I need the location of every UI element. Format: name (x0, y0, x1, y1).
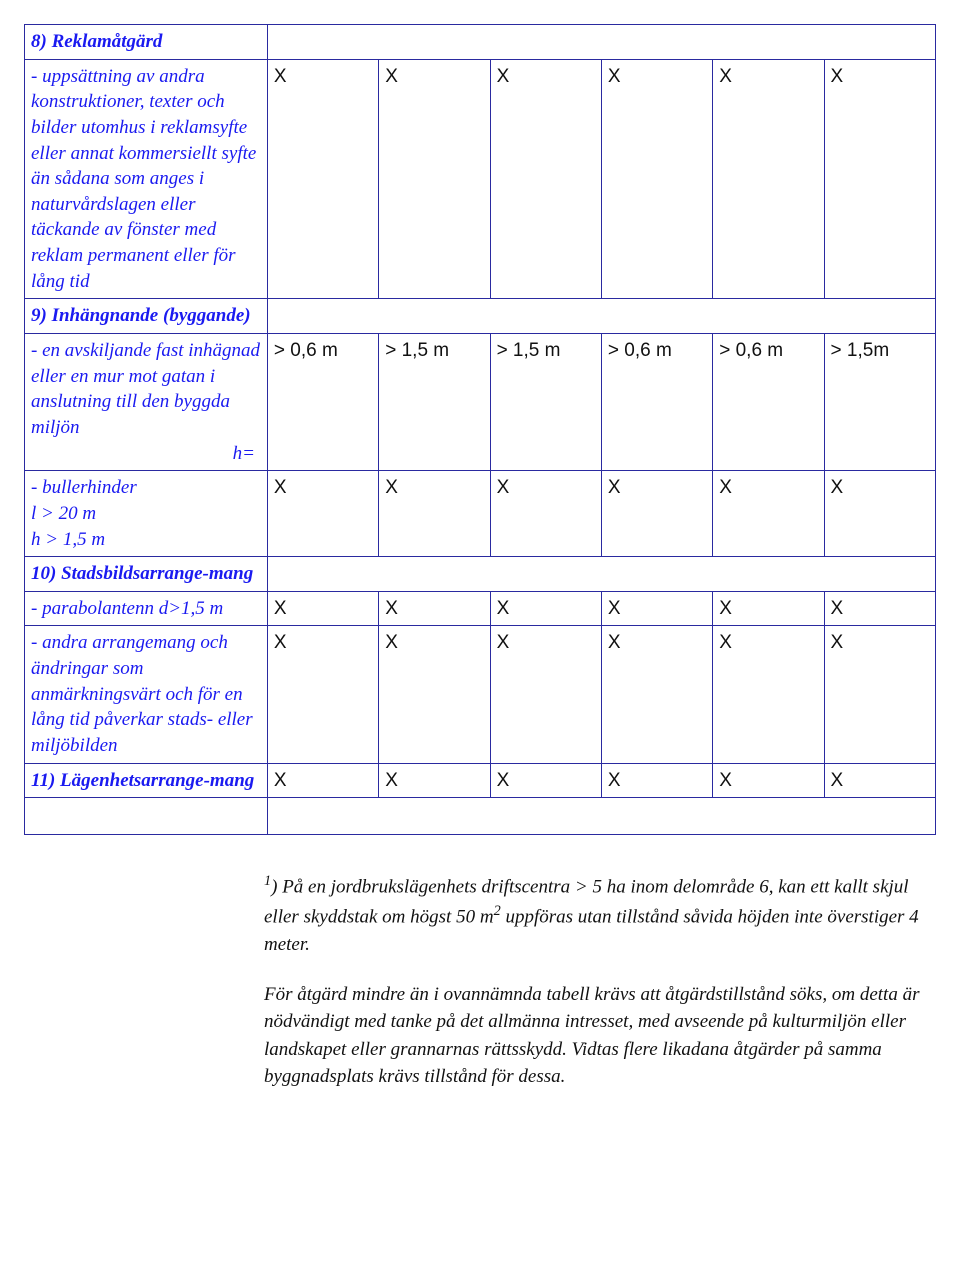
cell-value: > 0,6 m (267, 334, 378, 471)
cell-value: X (601, 763, 712, 798)
table-row: 11) Lägenhetsarrange-mang X X X X X X (25, 763, 936, 798)
cell-value: X (490, 626, 601, 763)
cell-value: X (824, 591, 935, 626)
cell-value: X (490, 591, 601, 626)
cell-value: X (490, 471, 601, 557)
footnote-sup: 2 (494, 903, 501, 919)
section-header-10: 10) Stadsbildsarrange-mang (25, 557, 268, 592)
row-label-text: - bullerhinder (31, 477, 137, 498)
cell-value: X (601, 626, 712, 763)
cell-value: X (713, 471, 824, 557)
cell-value: X (379, 59, 490, 299)
table-row: 8) Reklamåtgärd (25, 25, 936, 60)
cell-value: X (601, 59, 712, 299)
cell-value: X (267, 59, 378, 299)
cell-value: X (713, 59, 824, 299)
cell-value: X (267, 763, 378, 798)
cell-value: X (490, 763, 601, 798)
table-row: - bullerhinder l > 20 m h > 1,5 m X X X … (25, 471, 936, 557)
cell-value: X (713, 763, 824, 798)
cell-value: X (379, 626, 490, 763)
row-label-sub: h > 1,5 m (31, 529, 105, 550)
row-label: - en avskiljande fast inhägnad eller en … (25, 334, 268, 471)
table-row: - parabolantenn d>1,5 m X X X X X X (25, 591, 936, 626)
cell-value: > 1,5 m (379, 334, 490, 471)
empty-cell (267, 798, 935, 835)
document-page: 8) Reklamåtgärd - uppsättning av andra k… (0, 0, 960, 1153)
empty-cell (267, 299, 935, 334)
cell-value: > 0,6 m (601, 334, 712, 471)
cell-value: X (713, 591, 824, 626)
cell-value: X (824, 626, 935, 763)
empty-cell (25, 798, 268, 835)
table-row: 10) Stadsbildsarrange-mang (25, 557, 936, 592)
footnotes: 1) På en jordbrukslägenhets driftscentra… (24, 871, 936, 1090)
table-row: - andra arrangemang och ändringar som an… (25, 626, 936, 763)
cell-value: X (601, 471, 712, 557)
cell-value: X (824, 763, 935, 798)
section-header-9: 9) Inhängnande (byggande) (25, 299, 268, 334)
row-label-suffix: h= (31, 441, 261, 467)
main-table: 8) Reklamåtgärd - uppsättning av andra k… (24, 24, 936, 835)
cell-value: > 0,6 m (713, 334, 824, 471)
section-header-8: 8) Reklamåtgärd (25, 25, 268, 60)
row-label-sub: l > 20 m (31, 503, 96, 524)
cell-value: > 1,5m (824, 334, 935, 471)
empty-cell (267, 557, 935, 592)
table-row (25, 798, 936, 835)
row-label: - andra arrangemang och ändringar som an… (25, 626, 268, 763)
cell-value: X (601, 591, 712, 626)
cell-value: X (379, 763, 490, 798)
row-label-text: - en avskiljande fast inhägnad eller en … (31, 340, 260, 438)
row-label: - bullerhinder l > 20 m h > 1,5 m (25, 471, 268, 557)
cell-value: X (267, 591, 378, 626)
footnote-1: 1) På en jordbrukslägenhets driftscentra… (264, 871, 930, 958)
table-row: 9) Inhängnande (byggande) (25, 299, 936, 334)
cell-value: X (713, 626, 824, 763)
cell-value: X (267, 626, 378, 763)
cell-value: X (824, 471, 935, 557)
table-row: - en avskiljande fast inhägnad eller en … (25, 334, 936, 471)
cell-value: X (824, 59, 935, 299)
row-label: - uppsättning av andra konstruktioner, t… (25, 59, 268, 299)
cell-value: X (267, 471, 378, 557)
row-label: - parabolantenn d>1,5 m (25, 591, 268, 626)
section-header-11: 11) Lägenhetsarrange-mang (25, 763, 268, 798)
cell-value: > 1,5 m (490, 334, 601, 471)
cell-value: X (379, 471, 490, 557)
table-row: - uppsättning av andra konstruktioner, t… (25, 59, 936, 299)
empty-cell (267, 25, 935, 60)
cell-value: X (490, 59, 601, 299)
cell-value: X (379, 591, 490, 626)
footnote-2: För åtgärd mindre än i ovannämnda tabell… (264, 981, 930, 1091)
